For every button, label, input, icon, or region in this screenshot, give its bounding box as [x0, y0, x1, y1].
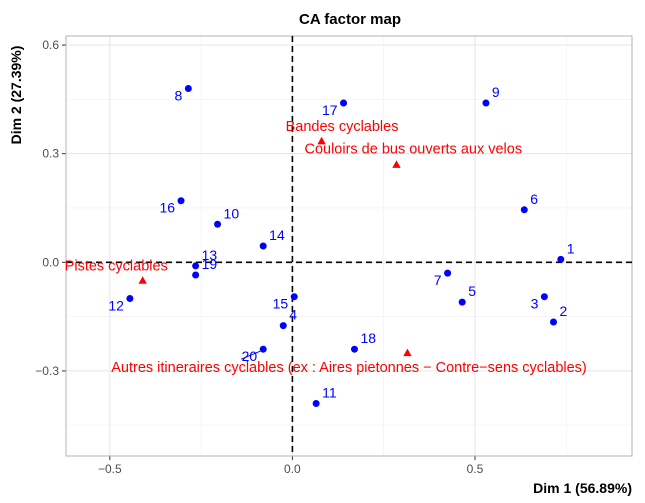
row-label-6: 6 [530, 191, 538, 207]
row-label-16: 16 [159, 200, 175, 216]
row-label-13: 13 [202, 247, 218, 263]
row-label-11: 11 [322, 385, 337, 401]
row-label-1: 1 [567, 240, 575, 256]
row-label-3: 3 [531, 296, 539, 312]
row-point-8 [184, 85, 192, 92]
column-label-2: Couloirs de bus ouverts aux velos [304, 142, 522, 158]
row-point-17 [340, 99, 348, 107]
row-label-18: 18 [360, 330, 376, 346]
row-label-7: 7 [434, 272, 442, 288]
row-point-18 [350, 345, 358, 353]
row-point-7 [444, 269, 452, 277]
y-tick-label: 0.6 [42, 38, 59, 52]
row-label-8: 8 [175, 88, 183, 104]
y-tick-label: −0.3 [35, 364, 59, 378]
row-point-15 [290, 293, 298, 301]
column-label-1: Bandes cyclables [286, 119, 399, 135]
x-tick-label: 0.0 [284, 462, 301, 476]
row-point-16 [177, 197, 185, 205]
chart-title: CA factor map [299, 11, 401, 28]
row-point-11 [312, 400, 320, 407]
row-label-17: 17 [322, 102, 338, 118]
row-point-14 [259, 242, 267, 250]
column-point-1 [317, 136, 326, 145]
row-label-9: 9 [492, 84, 500, 100]
x-tick-label: −0.5 [98, 462, 122, 476]
row-label-10: 10 [224, 205, 240, 221]
row-label-15: 15 [273, 296, 289, 312]
y-axis-label: Dim 2 (27.39%) [8, 46, 24, 145]
row-point-3 [540, 293, 548, 301]
column-point-3 [138, 276, 147, 284]
panel-border [65, 35, 633, 457]
row-point-9 [482, 99, 490, 107]
row-point-13 [192, 262, 200, 270]
row-label-20-leader [240, 350, 261, 360]
column-label-4: Autres itineraires cyclables (ex : Aires… [111, 360, 587, 376]
x-axis-label: Dim 1 (56.89%) [533, 480, 632, 496]
row-point-1 [557, 255, 565, 263]
y-tick-label: 0.3 [42, 147, 59, 161]
row-point-12 [126, 295, 134, 302]
row-label-12: 12 [108, 298, 124, 314]
row-point-10 [214, 220, 222, 228]
row-point-4 [279, 322, 287, 330]
row-label-14: 14 [269, 227, 285, 243]
row-label-4: 4 [289, 307, 297, 323]
column-point-4 [403, 348, 412, 357]
row-point-5 [458, 298, 466, 306]
row-point-6 [520, 206, 528, 214]
row-label-2: 2 [559, 303, 567, 319]
column-label-3: Pistes cyclables [65, 258, 168, 274]
x-tick-label: 0.5 [467, 462, 484, 476]
row-label-19: 19 [202, 256, 218, 272]
row-point-19 [192, 271, 200, 279]
row-point-2 [549, 318, 557, 326]
row-point-20 [259, 345, 267, 353]
y-tick-label: 0.0 [42, 255, 59, 269]
column-point-2 [392, 160, 401, 168]
row-label-5: 5 [468, 283, 476, 299]
